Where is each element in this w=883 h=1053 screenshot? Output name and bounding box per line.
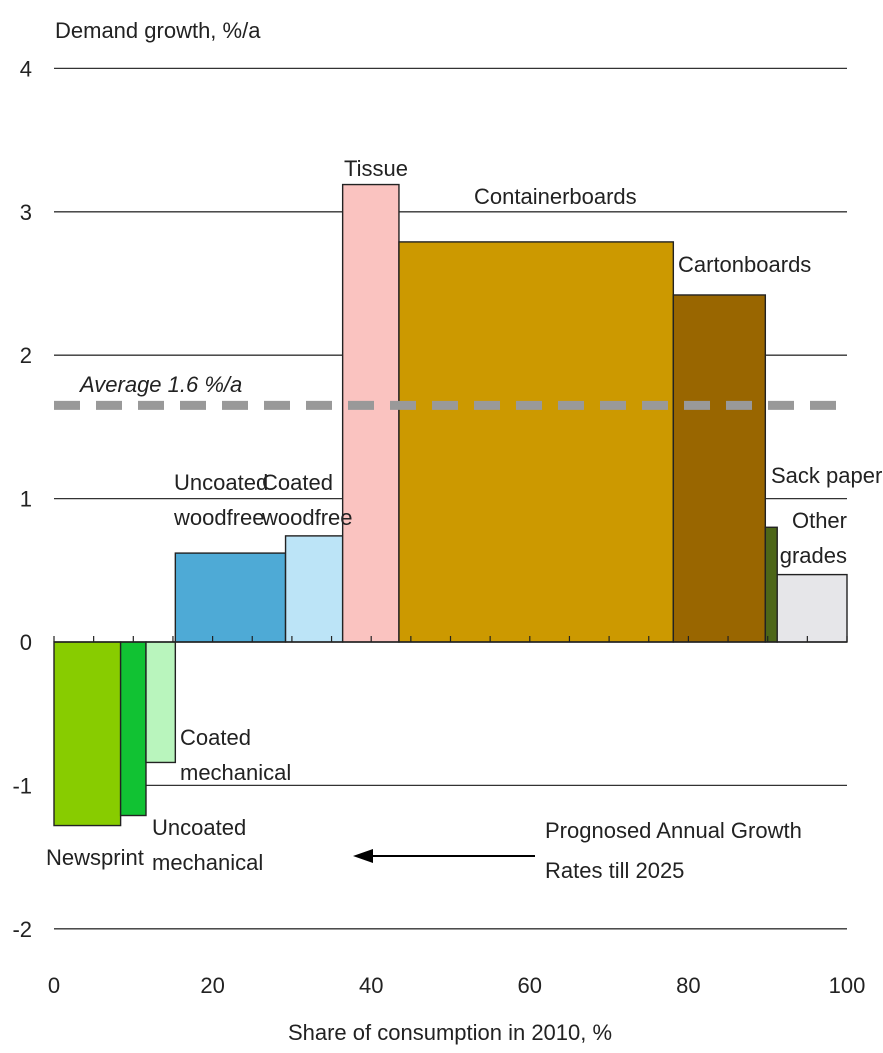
x-tick-label: 60 bbox=[518, 973, 542, 998]
y-tick-label: 2 bbox=[20, 343, 32, 368]
x-tick-label: 100 bbox=[829, 973, 866, 998]
y-ticks: -2 -1 0 1 2 3 4 bbox=[12, 56, 32, 941]
y-tick-label: -2 bbox=[12, 917, 32, 942]
x-tick-label: 0 bbox=[48, 973, 60, 998]
label-coated-woodfree: Coated woodfree bbox=[261, 470, 353, 530]
label-other-grades: Other grades bbox=[780, 508, 847, 568]
x-tick-label: 80 bbox=[676, 973, 700, 998]
annotation-line2: Rates till 2025 bbox=[545, 858, 684, 883]
average-label: Average 1.6 %/a bbox=[78, 372, 242, 397]
x-tick-label: 40 bbox=[359, 973, 383, 998]
x-axis-title: Share of consumption in 2010, % bbox=[288, 1020, 612, 1045]
label-tissue: Tissue bbox=[344, 156, 408, 181]
y-tick-label: -1 bbox=[12, 773, 32, 798]
y-tick-label: 1 bbox=[20, 487, 32, 512]
y-tick-label: 0 bbox=[20, 630, 32, 655]
label-sack-paper: Sack paper bbox=[771, 463, 882, 488]
y-tick-label: 3 bbox=[20, 200, 32, 225]
bar-coated-mechanical bbox=[145, 641, 177, 764]
bar-containerboards bbox=[398, 241, 675, 643]
annotation-line1: Prognosed Annual Growth bbox=[545, 818, 802, 843]
bar-cartonboards bbox=[672, 294, 767, 643]
label-coated-mechanical: Coated mechanical bbox=[180, 725, 291, 785]
x-ticks: 0 20 40 60 80 100 bbox=[48, 973, 865, 998]
annotation-arrow-head bbox=[353, 849, 373, 863]
zero-axis-minor-ticks bbox=[53, 636, 848, 643]
label-containerboards: Containerboards bbox=[474, 184, 637, 209]
label-uncoated-mechanical: Uncoated mechanical bbox=[152, 815, 263, 875]
bar-tissue bbox=[341, 183, 400, 643]
y-tick-label: 4 bbox=[20, 56, 32, 81]
label-uncoated-woodfree: Uncoated woodfree bbox=[173, 470, 268, 530]
bar-uncoated-mechanical bbox=[119, 641, 147, 817]
bar-sack-paper bbox=[764, 526, 778, 643]
bars bbox=[53, 183, 848, 827]
bar-other-grades bbox=[776, 573, 848, 643]
x-tick-label: 20 bbox=[200, 973, 224, 998]
label-newsprint: Newsprint bbox=[46, 845, 144, 870]
y-axis-title: Demand growth, %/a bbox=[55, 18, 261, 43]
bar-uncoated-woodfree bbox=[174, 552, 287, 643]
label-cartonboards: Cartonboards bbox=[678, 252, 811, 277]
bar-coated-woodfree bbox=[284, 535, 344, 643]
bar-newsprint bbox=[53, 641, 122, 827]
